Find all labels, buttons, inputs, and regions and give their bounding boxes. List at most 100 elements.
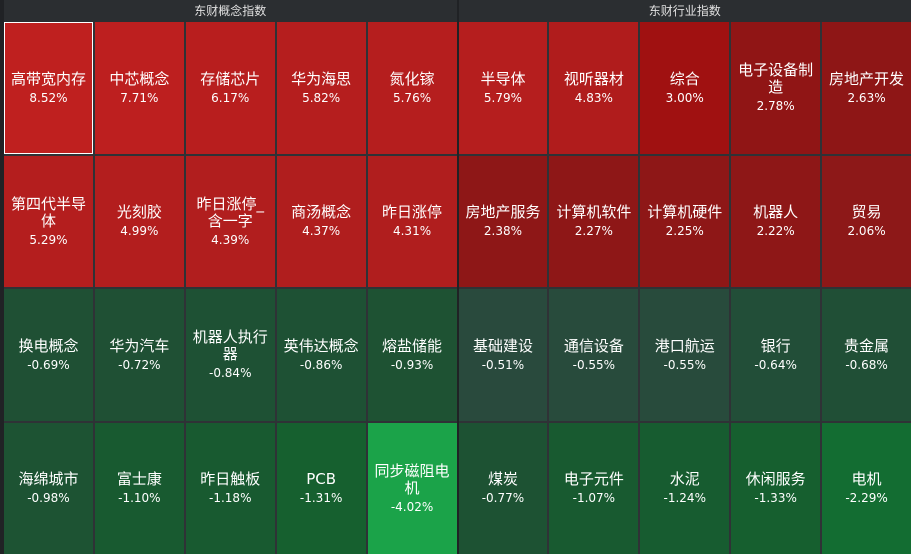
tile[interactable]: PCB -1.31% — [276, 422, 366, 554]
tile[interactable]: 光刻胶 4.99% — [94, 155, 184, 287]
tile-name: 换电概念 — [18, 336, 79, 355]
tile[interactable]: 富士康 -1.10% — [94, 422, 184, 554]
tile-name: 存储芯片 — [200, 69, 261, 88]
tile-name: 基础建设 — [472, 336, 533, 355]
tile-grid: 高带宽内存 8.52% 中芯概念 7.71% 存储芯片 6.17% 华为海思 5.82% 氮化镓… — [4, 22, 457, 554]
tile[interactable]: 视听器材 4.83% — [549, 22, 639, 154]
tile-change: -0.86% — [299, 357, 343, 372]
tile-change: 4.39% — [211, 232, 250, 247]
tile-name: 高带宽内存 — [10, 69, 86, 88]
tile[interactable]: 港口航运 -0.55% — [640, 289, 730, 421]
tile-change: 5.79% — [483, 90, 522, 105]
tile[interactable]: 基础建设 -0.51% — [458, 289, 548, 421]
tile-name: 贸易 — [851, 203, 882, 222]
tile-name: 电机 — [851, 470, 882, 489]
tile-name: 英伟达概念 — [283, 336, 359, 355]
tile-change: 2.22% — [756, 224, 795, 239]
tile[interactable]: 房地产服务 2.38% — [458, 155, 548, 287]
tile[interactable]: 昨日涨停_含一字 4.39% — [185, 155, 275, 287]
tile-change: -0.84% — [209, 366, 252, 381]
tile[interactable]: 氮化镓 5.76% — [367, 22, 457, 154]
tile-change: -1.24% — [663, 491, 706, 506]
tile[interactable]: 电子设备制造 2.78% — [731, 22, 821, 154]
tile[interactable]: 半导体 5.79% — [458, 22, 548, 154]
tile[interactable]: 电机 -2.29% — [822, 422, 911, 554]
tile-change: -0.64% — [754, 357, 797, 372]
panel-title: 东财行业指数 — [458, 0, 911, 22]
tile[interactable]: 机器人执行器 -0.84% — [185, 289, 275, 421]
tile-change: 8.52% — [29, 90, 68, 105]
tile-change: -0.55% — [663, 357, 706, 372]
tile[interactable]: 中芯概念 7.71% — [94, 22, 184, 154]
tile-name: 海绵城市 — [18, 470, 79, 489]
tile[interactable]: 高带宽内存 8.52% — [4, 22, 93, 154]
tile-name: 电子元件 — [563, 470, 624, 489]
tile[interactable]: 计算机软件 2.27% — [549, 155, 639, 287]
tile-name: 第四代半导体 — [10, 194, 86, 230]
tile-change: 7.71% — [120, 90, 159, 105]
tile-change: -1.31% — [299, 491, 343, 506]
tile-change: -0.98% — [27, 491, 70, 506]
tile[interactable]: 电子元件 -1.07% — [549, 422, 639, 554]
tile-name: 港口航运 — [654, 336, 715, 355]
tile-change: -0.72% — [118, 357, 161, 372]
tile[interactable]: 存储芯片 6.17% — [185, 22, 275, 154]
tile-name: 熔盐储能 — [382, 336, 443, 355]
tile-name: 氮化镓 — [389, 69, 435, 88]
tile[interactable]: 商汤概念 4.37% — [276, 155, 366, 287]
tile[interactable]: 水泥 -1.24% — [640, 422, 730, 554]
tile[interactable]: 休闲服务 -1.33% — [731, 422, 821, 554]
tile-change: -4.02% — [390, 499, 434, 514]
tile-change: -1.10% — [118, 491, 161, 506]
tile-name: 昨日触板 — [200, 470, 261, 489]
tile-name: 贵金属 — [844, 336, 890, 355]
tile-name: 商汤概念 — [291, 203, 352, 222]
tile-name: 昨日涨停_含一字 — [196, 194, 264, 230]
tile[interactable]: 昨日触板 -1.18% — [185, 422, 275, 554]
tile-name: 华为海思 — [291, 69, 352, 88]
tile-change: 2.25% — [665, 224, 704, 239]
tile-change: 3.00% — [665, 90, 704, 105]
tile-change: 5.82% — [302, 90, 341, 105]
tile[interactable]: 计算机硬件 2.25% — [640, 155, 730, 287]
tile[interactable]: 综合 3.00% — [640, 22, 730, 154]
tile-change: -1.07% — [572, 491, 616, 506]
tile-name: 煤炭 — [487, 470, 518, 489]
tile[interactable]: 机器人 2.22% — [731, 155, 821, 287]
tile[interactable]: 华为海思 5.82% — [276, 22, 366, 154]
tile-name: 计算机软件 — [556, 203, 632, 222]
tile[interactable]: 换电概念 -0.69% — [4, 289, 93, 421]
tile-name: 综合 — [669, 69, 700, 88]
tile-change: 4.37% — [302, 224, 341, 239]
tile-change: -2.29% — [845, 491, 888, 506]
tile-name: 房地产服务 — [465, 203, 541, 222]
panel: 东财行业指数 半导体 5.79% 视听器材 4.83% 综合 3.00% 电子设备制造 2.78… — [458, 0, 911, 554]
tile[interactable]: 同步磁阻电机 -4.02% — [367, 422, 457, 554]
tile-change: 2.06% — [847, 224, 886, 239]
tile[interactable]: 贸易 2.06% — [822, 155, 911, 287]
tile[interactable]: 贵金属 -0.68% — [822, 289, 911, 421]
tile-name: 计算机硬件 — [647, 203, 723, 222]
tile-name: 昨日涨停 — [382, 203, 443, 222]
tile-name: 富士康 — [116, 470, 162, 489]
tile[interactable]: 海绵城市 -0.98% — [4, 422, 93, 554]
tile[interactable]: 煤炭 -0.77% — [458, 422, 548, 554]
tile[interactable]: 昨日涨停 4.31% — [367, 155, 457, 287]
tile-name: 视听器材 — [563, 69, 624, 88]
tile[interactable]: 第四代半导体 5.29% — [4, 155, 93, 287]
tile-change: 4.99% — [120, 224, 159, 239]
tile[interactable]: 英伟达概念 -0.86% — [276, 289, 366, 421]
tile-name: 华为汽车 — [109, 336, 170, 355]
tile[interactable]: 银行 -0.64% — [731, 289, 821, 421]
tile[interactable]: 华为汽车 -0.72% — [94, 289, 184, 421]
tile[interactable]: 熔盐储能 -0.93% — [367, 289, 457, 421]
tile-change: 2.78% — [756, 99, 795, 114]
tile-change: -0.77% — [481, 491, 525, 506]
tile-change: -1.18% — [209, 491, 252, 506]
tile-change: 4.83% — [574, 90, 613, 105]
tile-name: 同步磁阻电机 — [374, 461, 450, 497]
tile[interactable]: 房地产开发 2.63% — [822, 22, 911, 154]
tile[interactable]: 通信设备 -0.55% — [549, 289, 639, 421]
